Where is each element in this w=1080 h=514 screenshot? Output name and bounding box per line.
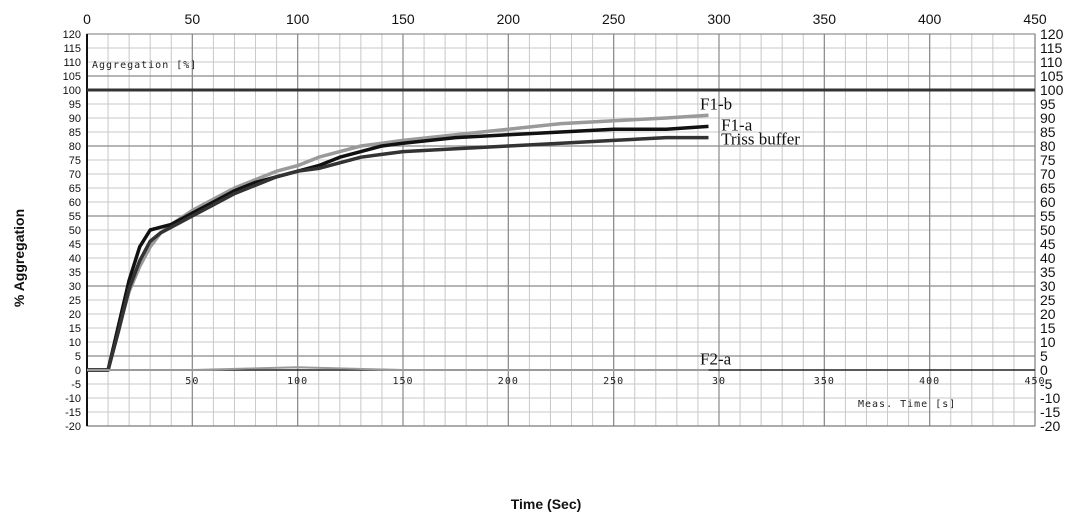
x-tick-label-top: 150 [391, 11, 415, 27]
x-tick-label-top: 400 [918, 11, 942, 27]
y-tick-label-right: 85 [1040, 124, 1056, 140]
y-tick-label-left: -5 [71, 379, 81, 391]
y-tick-label-right: 90 [1040, 110, 1056, 126]
x-tick-label-inner: 200 [498, 376, 519, 387]
y-tick-label-right: 115 [1040, 40, 1063, 56]
y-tick-label-right: 35 [1040, 264, 1056, 280]
y-tick-label-left: 10 [69, 337, 81, 349]
y-tick-label-right: 95 [1040, 96, 1056, 112]
x-tick-label-inner: 30 [712, 376, 726, 387]
y-tick-label-right: -15 [1040, 404, 1060, 420]
x-tick-label-top: 300 [707, 11, 731, 27]
x-tick-label-top: 250 [602, 11, 626, 27]
y-tick-label-left: 65 [69, 183, 81, 195]
y-tick-label-left: 95 [69, 99, 81, 111]
y-tick-label-left: 90 [69, 113, 81, 125]
series-line [87, 135, 709, 372]
y-tick-label-left: 55 [69, 211, 81, 223]
x-tick-label-top: 350 [813, 11, 837, 27]
x-tick-label-inner: 450 [1024, 376, 1045, 387]
y-tick-label-right: 75 [1040, 152, 1056, 168]
y-tick-label-right: 120 [1040, 26, 1064, 42]
series-label: F1-a [721, 115, 753, 134]
x-tick-label-top: 200 [497, 11, 521, 27]
inner-x-axis-title: Meas. Time [s] [858, 399, 956, 410]
x-tick-label-top: 50 [185, 11, 201, 27]
series-label: F1-b [700, 95, 732, 114]
x-tick-label-top: 100 [286, 11, 310, 27]
y-tick-label-left: 15 [69, 323, 81, 335]
y-tick-label-left: 60 [69, 197, 81, 209]
x-axis-title: Time (Sec) [511, 496, 582, 512]
y-tick-label-right: 110 [1040, 54, 1063, 70]
inner-y-axis-title: Aggregation [%] [92, 60, 197, 71]
x-tick-label-inner: 250 [603, 376, 624, 387]
y-tick-label-left: 0 [75, 365, 81, 377]
x-tick-label-top: 450 [1023, 11, 1047, 27]
y-tick-label-right: 0 [1040, 362, 1048, 378]
y-tick-label-left: 75 [69, 155, 81, 167]
y-tick-label-right: -10 [1040, 390, 1060, 406]
y-tick-label-left: 110 [63, 57, 81, 69]
y-tick-label-left: 50 [69, 225, 81, 237]
y-tick-label-right: 5 [1040, 348, 1048, 364]
y-tick-label-left: 80 [69, 141, 81, 153]
y-tick-label-right: 105 [1040, 68, 1064, 84]
y-tick-label-right: 100 [1040, 82, 1064, 98]
y-tick-label-left: 30 [69, 281, 81, 293]
y-tick-label-right: 25 [1040, 292, 1056, 308]
y-tick-label-right: 15 [1040, 320, 1056, 336]
x-tick-label-inner: 100 [287, 376, 308, 387]
grid [86, 33, 1036, 427]
series-label: F2-a [700, 349, 732, 368]
x-tick-label-top: 0 [83, 11, 91, 27]
y-tick-label-right: 45 [1040, 236, 1056, 252]
y-tick-label-right: 60 [1040, 194, 1056, 210]
y-tick-label-right: 50 [1040, 222, 1056, 238]
series-lines [87, 113, 709, 372]
y-tick-label-right: 10 [1040, 334, 1056, 350]
y-tick-label-left: 35 [69, 267, 81, 279]
axes [86, 33, 1036, 427]
y-tick-label-left: 40 [69, 253, 81, 265]
y-tick-label-right: -20 [1040, 418, 1060, 434]
y-tick-label-left: 115 [63, 43, 81, 55]
y-tick-label-right: 20 [1040, 306, 1056, 322]
series-line [87, 366, 709, 371]
y-tick-label-right: 30 [1040, 278, 1056, 294]
y-tick-label-right: -5 [1040, 376, 1053, 392]
y-tick-label-right: 70 [1040, 166, 1056, 182]
y-tick-label-left: 100 [63, 85, 81, 97]
x-tick-label-inner: 350 [814, 376, 835, 387]
y-axis-title: % Aggregation [11, 209, 27, 307]
y-tick-label-left: -15 [65, 407, 81, 419]
y-tick-label-left: 105 [63, 71, 81, 83]
y-tick-label-right: 65 [1040, 180, 1056, 196]
y-tick-label-left: -10 [65, 393, 81, 405]
y-tick-label-right: 55 [1040, 208, 1056, 224]
y-tick-label-left: 25 [69, 295, 81, 307]
y-tick-label-left: 45 [69, 239, 81, 251]
y-tick-label-left: -20 [65, 421, 81, 433]
y-tick-label-right: 80 [1040, 138, 1056, 154]
series-line [87, 124, 709, 372]
y-tick-label-left: 120 [63, 29, 81, 41]
series-label: Triss buffer [721, 129, 800, 148]
y-tick-label-left: 70 [69, 169, 81, 181]
y-tick-label-left: 85 [69, 127, 81, 139]
y-tick-label-right: 40 [1040, 250, 1056, 266]
x-tick-label-inner: 400 [919, 376, 940, 387]
x-tick-label-inner: 50 [185, 376, 199, 387]
y-tick-label-left: 20 [69, 309, 81, 321]
y-tick-label-left: 5 [75, 351, 81, 363]
x-tick-label-inner: 150 [392, 376, 413, 387]
